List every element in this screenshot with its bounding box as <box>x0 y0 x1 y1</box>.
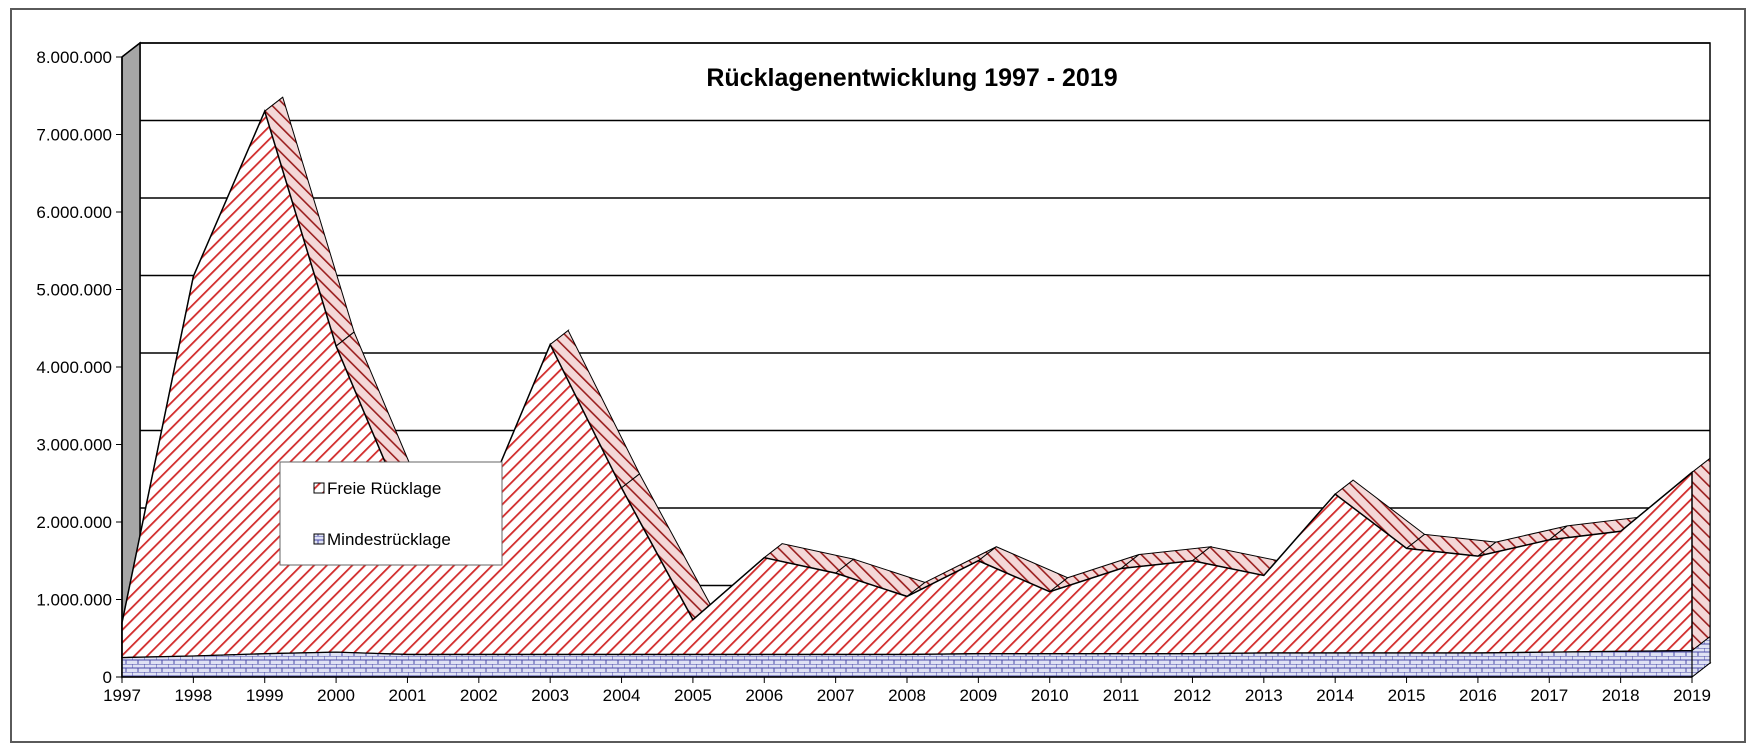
x-tick-label-2002: 2002 <box>460 686 498 705</box>
x-tick-label-2015: 2015 <box>1388 686 1426 705</box>
x-tick-label-2001: 2001 <box>389 686 427 705</box>
x-tick-label-1997: 1997 <box>103 686 141 705</box>
chart-title: Rücklagenentwicklung 1997 - 2019 <box>706 64 1117 92</box>
legend-swatch-mindestruecklage <box>313 533 325 545</box>
y-tick-label-0: 0 <box>103 668 112 687</box>
y-tick-label-8: 8.000.000 <box>36 48 112 67</box>
y-tick-label-1: 1.000.000 <box>36 591 112 610</box>
y-tick-label-4: 4.000.000 <box>36 358 112 377</box>
x-tick-label-2004: 2004 <box>603 686 641 705</box>
x-tick-label-2005: 2005 <box>674 686 712 705</box>
x-tick-label-2007: 2007 <box>817 686 855 705</box>
y-axis-ticks: 0 1.000.000 2.000.000 3.000.000 4.000.000 5.0… <box>36 48 122 687</box>
x-tick-label-1999: 1999 <box>246 686 284 705</box>
x-tick-label-2006: 2006 <box>745 686 783 705</box>
series-areas <box>121 96 1711 679</box>
area-right-face-freie <box>1691 457 1711 652</box>
y-tick-label-6: 6.000.000 <box>36 203 112 222</box>
x-tick-label-2008: 2008 <box>888 686 926 705</box>
legend-item-mindestruecklage: Mindestrücklage <box>313 530 451 549</box>
y-tick-label-3: 3.000.000 <box>36 436 112 455</box>
y-tick-label-5: 5.000.000 <box>36 281 112 300</box>
x-tick-label-2018: 2018 <box>1602 686 1640 705</box>
x-tick-label-2011: 2011 <box>1103 686 1140 705</box>
x-tick-label-2019: 2019 <box>1673 686 1711 705</box>
area-mindestruecklage <box>121 650 1693 678</box>
x-axis-ticks: 1997 1998 1999 2000 2001 2002 2003 2004 2005 2006… <box>103 677 1711 705</box>
x-tick-label-2016: 2016 <box>1459 686 1497 705</box>
legend: Freie Rücklage Mindestrücklage <box>279 461 503 566</box>
x-tick-label-2017: 2017 <box>1530 686 1568 705</box>
y-tick-label-7: 7.000.000 <box>36 126 112 145</box>
x-tick-label-2009: 2009 <box>959 686 997 705</box>
x-tick-label-2010: 2010 <box>1031 686 1069 705</box>
legend-label-mindestruecklage: Mindestrücklage <box>327 530 451 549</box>
x-tick-label-2003: 2003 <box>531 686 569 705</box>
x-tick-label-2012: 2012 <box>1174 686 1212 705</box>
y-tick-label-2: 2.000.000 <box>36 513 112 532</box>
x-tick-label-2013: 2013 <box>1245 686 1283 705</box>
x-tick-label-2000: 2000 <box>317 686 355 705</box>
x-tick-label-1998: 1998 <box>174 686 212 705</box>
legend-label-freie-ruecklage: Freie Rücklage <box>327 479 441 498</box>
legend-swatch-freie-ruecklage <box>313 482 325 494</box>
x-tick-label-2014: 2014 <box>1316 686 1354 705</box>
legend-item-freie-ruecklage: Freie Rücklage <box>313 479 441 498</box>
legend-box <box>279 461 503 566</box>
